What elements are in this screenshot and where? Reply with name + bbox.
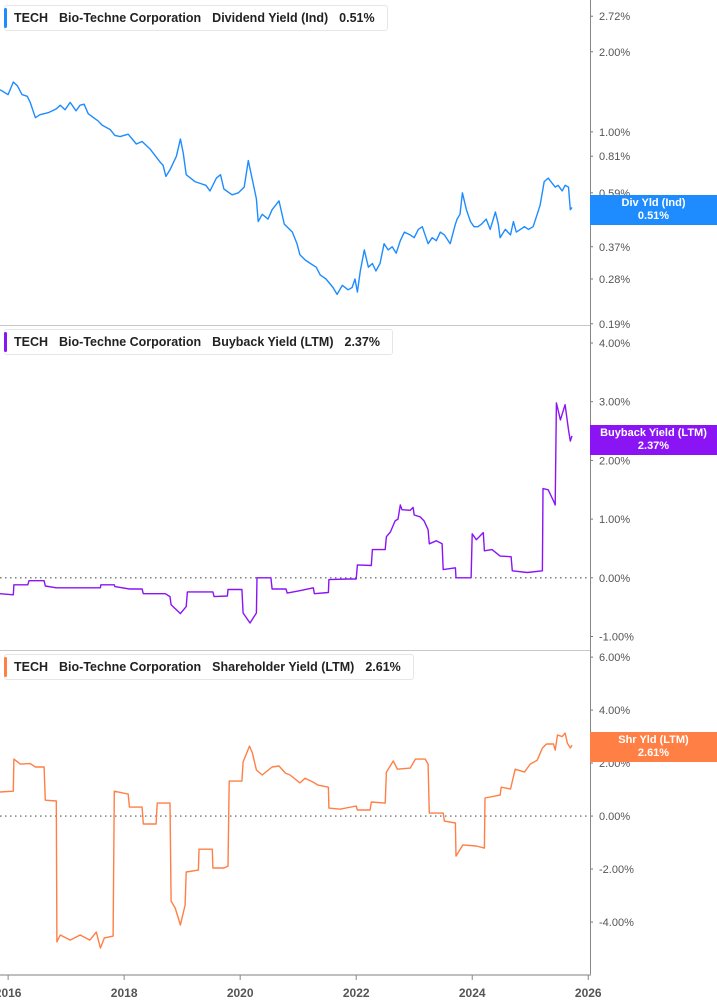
y-tick-label: -2.00% [599,864,634,876]
y-tick-label: 0.37% [599,242,630,254]
y-tick-label: 2.00% [599,47,630,59]
x-tick-label: 2024 [459,986,486,1000]
legend-company: Bio-Techne Corporation [59,335,202,349]
tag-value: 2.37% [637,440,670,452]
legend-value: 0.51% [339,11,375,25]
legend-ticker: TECH [14,11,49,25]
tag-value: 0.51% [637,210,670,222]
legend-ticker: TECH [14,660,49,674]
y-tick-label: 6.00% [599,652,630,664]
tag-value: 2.61% [637,747,670,759]
y-tick-label: 0.81% [599,151,630,163]
legend-buyback-yield: TECH Bio-Techne Corporation Buyback Yiel… [4,329,393,355]
last-value-tag-buyback: Buyback Yield (LTM) 2.37% [590,425,717,455]
tag-label: Div Yld (Ind) [621,197,686,209]
legend-metric: Dividend Yield (Ind) [212,11,329,25]
y-tick-label: 0.28% [599,274,630,286]
x-tick-label: 2016 [0,986,22,1000]
y-tick-label: 3.00% [599,397,630,409]
y-tick-label: 4.00% [599,338,630,350]
last-value-tag-dividend: Div Yld (Ind) 0.51% [590,195,717,225]
tag-label: Buyback Yield (LTM) [600,427,707,439]
legend-color-bar [4,8,7,28]
x-tick-label: 2020 [227,986,254,1000]
y-tick-label: 0.00% [599,573,630,585]
legend-color-bar [4,657,7,677]
legend-ticker: TECH [14,335,49,349]
legend-metric: Buyback Yield (LTM) [212,335,334,349]
dividend-yield-line [0,81,573,296]
x-tick-label: 2018 [111,986,138,1000]
y-tick-label: 2.00% [599,455,630,467]
tag-label: Shr Yld (LTM) [618,734,689,746]
legend-dividend-yield: TECH Bio-Techne Corporation Dividend Yie… [4,5,388,31]
x-tick-label: 2022 [343,986,370,1000]
shareholder-yield-line [0,732,573,949]
legend-value: 2.61% [365,660,401,674]
legend-color-bar [4,332,7,352]
y-tick-label: 4.00% [599,705,630,717]
legend-value: 2.37% [344,335,380,349]
y-tick-label: 0.19% [599,319,630,331]
legend-metric: Shareholder Yield (LTM) [212,660,355,674]
y-tick-label: -1.00% [599,632,634,644]
y-tick-label: 0.00% [599,811,630,823]
legend-shareholder-yield: TECH Bio-Techne Corporation Shareholder … [4,654,414,680]
buyback-yield-line [0,402,573,624]
y-tick-label: 2.72% [599,11,630,23]
x-tick-label: 2026 [575,986,602,1000]
y-tick-label: -4.00% [599,917,634,929]
legend-company: Bio-Techne Corporation [59,11,202,25]
last-value-tag-shareholder: Shr Yld (LTM) 2.61% [590,732,717,762]
y-tick-label: 1.00% [599,514,630,526]
legend-company: Bio-Techne Corporation [59,660,202,674]
y-tick-label: 1.00% [599,127,630,139]
